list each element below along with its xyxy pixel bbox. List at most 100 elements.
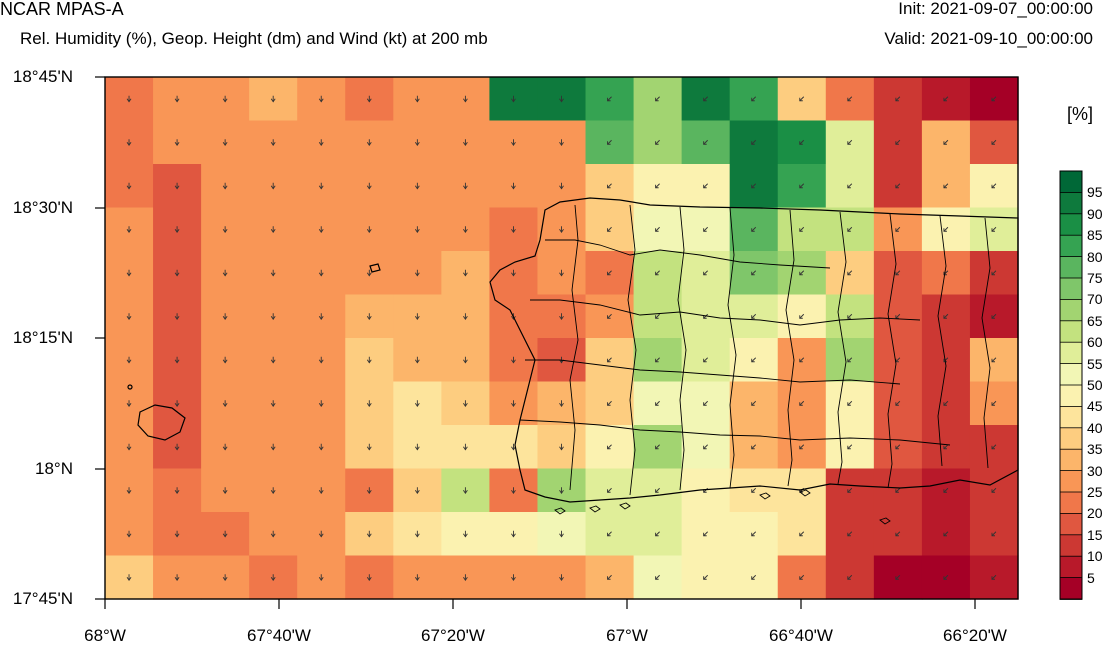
wind-arrow	[174, 269, 180, 277]
colorbar-label: 90	[1087, 205, 1103, 222]
islet-outline	[619, 502, 631, 510]
mona-island-outline	[137, 404, 186, 441]
wind-arrow	[463, 530, 468, 538]
wind-arrow	[895, 270, 901, 276]
humidity-cells	[105, 77, 1019, 600]
wind-arrow	[751, 531, 757, 537]
wind-arrow	[270, 313, 276, 321]
colorbar-swatch	[1059, 341, 1083, 365]
wind-arrow	[655, 183, 660, 189]
wind-arrow	[222, 226, 228, 234]
wind-arrow	[751, 444, 757, 450]
municipality-boundary	[530, 299, 921, 326]
wind-arrow	[655, 531, 660, 537]
wind-arrow	[511, 400, 516, 408]
wind-arrow	[126, 530, 132, 538]
wind-arrow	[318, 95, 324, 103]
wind-arrow	[511, 139, 516, 147]
wind-arrow	[703, 139, 708, 145]
lat-label: 18°N	[35, 459, 73, 478]
islet-outline	[554, 507, 566, 515]
colorbar-swatch	[1059, 513, 1083, 536]
wind-arrow	[799, 400, 805, 406]
colorbar-label: 80	[1087, 248, 1103, 265]
wind-arrow	[559, 530, 564, 538]
wind-arrow	[607, 183, 612, 189]
colorbar-unit: [%]	[1067, 104, 1094, 124]
wind-arrow	[655, 96, 660, 102]
wind-arrow	[511, 269, 516, 277]
wind-arrow	[222, 139, 228, 147]
desecheo-island-outline	[369, 263, 381, 273]
wind-arrow	[799, 226, 805, 232]
wind-arrow	[943, 183, 949, 189]
wind-arrow	[318, 226, 324, 234]
wind-arrow	[559, 487, 564, 495]
wind-arrow	[222, 356, 228, 364]
colorbar-label: 40	[1087, 419, 1103, 436]
wind-arrow	[174, 400, 180, 408]
wind-arrow	[943, 357, 949, 363]
wind-arrow	[463, 313, 468, 321]
wind-arrow	[799, 444, 805, 450]
wind-arrow	[703, 226, 708, 232]
municipality-boundary	[937, 215, 947, 467]
colorbar-label: 50	[1087, 377, 1103, 393]
wind-arrow	[126, 443, 132, 451]
wind-arrow	[463, 269, 468, 277]
wind-arrow	[751, 96, 757, 102]
lat-label: 17°45'N	[12, 589, 73, 608]
wind-arrow	[174, 574, 180, 582]
wind-arrow	[751, 270, 757, 276]
wind-arrow	[174, 530, 180, 538]
wind-arrow	[799, 357, 805, 363]
islet-outline	[799, 489, 811, 497]
wind-arrow	[270, 400, 276, 408]
municipality-boundary	[569, 204, 579, 491]
puerto-rico-outline	[489, 197, 1019, 503]
wind-arrow	[270, 95, 276, 103]
wind-arrow	[847, 487, 853, 493]
wind-arrow	[991, 400, 997, 406]
wind-arrow	[222, 574, 228, 582]
wind-arrow	[751, 313, 757, 319]
wind-arrow	[751, 574, 757, 580]
colorbar-swatch	[1059, 363, 1083, 386]
wind-arrow	[655, 574, 660, 580]
wind-arrow	[607, 313, 612, 319]
wind-arrow	[318, 356, 324, 364]
lon-label: 67°20'W	[421, 626, 485, 645]
wind-arrow	[126, 226, 132, 234]
wind-arrow	[991, 444, 997, 450]
wind-arrow	[126, 574, 132, 582]
wind-arrow	[126, 313, 132, 321]
wind-arrow	[174, 182, 180, 190]
wind-arrow	[511, 487, 516, 495]
wind-arrow	[847, 444, 853, 450]
wind-arrow	[559, 443, 564, 451]
colorbar-swatch	[1059, 405, 1083, 429]
wind-arrow	[607, 400, 612, 406]
wind-arrow	[655, 313, 660, 319]
wind-arrow	[895, 313, 901, 319]
wind-arrow	[655, 487, 660, 493]
wind-arrow	[559, 226, 564, 234]
wind-arrow	[366, 487, 372, 495]
wind-arrow	[991, 270, 997, 276]
colorbar	[1059, 170, 1083, 600]
wind-arrow	[751, 487, 757, 493]
wind-arrow	[414, 400, 420, 408]
wind-arrow	[703, 183, 708, 189]
wind-arrow	[847, 96, 853, 102]
wind-arrow	[751, 357, 757, 363]
wind-arrow	[895, 400, 901, 406]
wind-arrow	[511, 95, 516, 103]
colorbar-swatch	[1059, 191, 1083, 215]
wind-arrow	[270, 574, 276, 582]
colorbar-label: 10	[1087, 548, 1103, 565]
wind-arrow	[607, 574, 612, 580]
wind-arrow	[559, 182, 564, 190]
wind-arrow	[751, 183, 757, 189]
municipality-boundary	[525, 359, 901, 385]
